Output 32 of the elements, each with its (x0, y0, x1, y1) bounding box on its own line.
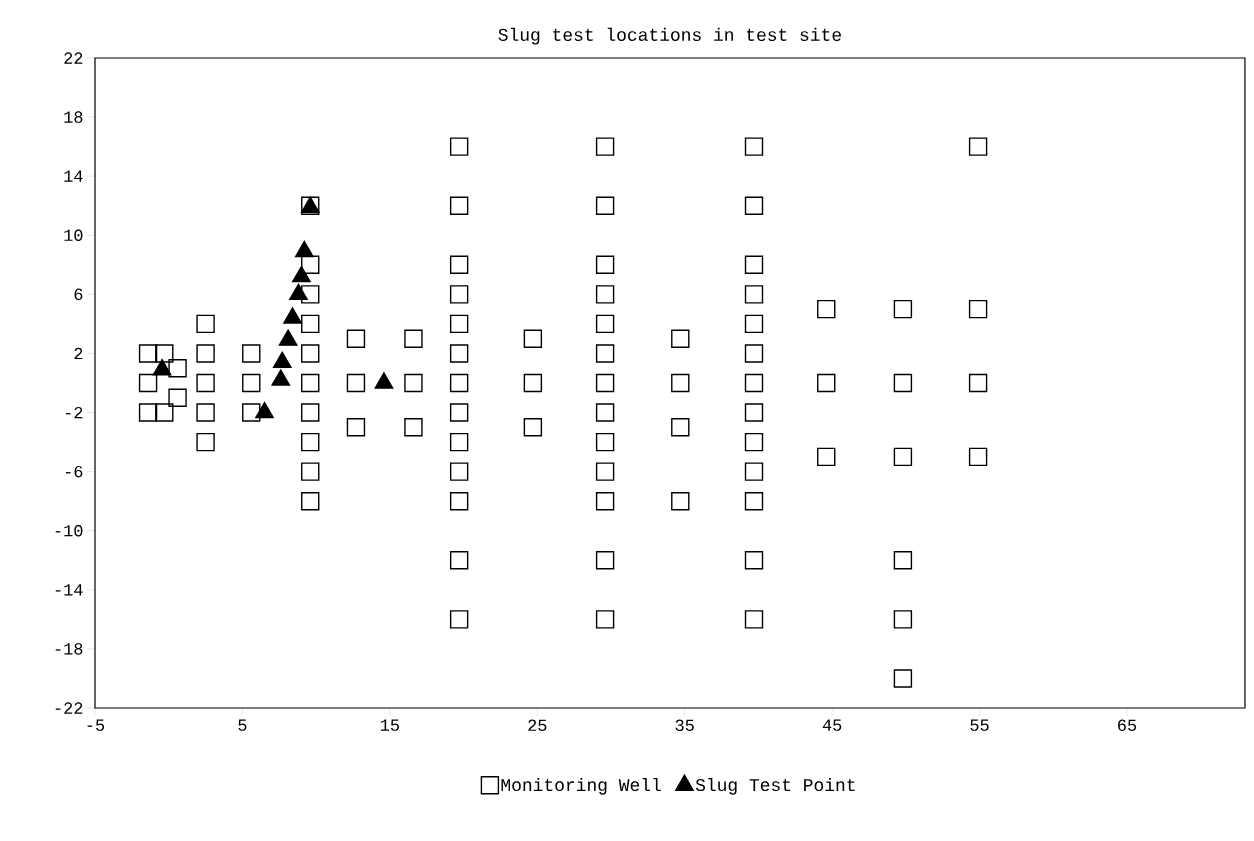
point (271, 369, 291, 386)
x-tick-label: 25 (528, 719, 547, 732)
x-tick-label: 55 (970, 719, 989, 731)
legend-label: Slug Test Point (695, 777, 855, 795)
chart-title: Slug test locations in test site (498, 27, 841, 45)
point (278, 329, 298, 346)
y-tick-label: 22 (64, 52, 83, 64)
x-tick-label: -5 (87, 719, 105, 731)
y-tick-label: -10 (55, 524, 83, 537)
y-tick-label: -14 (55, 584, 83, 596)
y-tick-label: -2 (65, 406, 83, 419)
point (283, 307, 302, 324)
x-tick-label: 65 (1118, 719, 1137, 732)
x-tick-label: 35 (675, 719, 694, 732)
y-tick-label: 6 (74, 288, 83, 301)
point (152, 359, 172, 376)
x-tick-label: 45 (822, 719, 842, 731)
point (255, 401, 274, 419)
y-tick-label: 18 (64, 111, 83, 123)
x-tick-label: 15 (380, 719, 399, 731)
y-tick-label: 2 (74, 347, 83, 360)
y-tick-label: -22 (55, 702, 83, 714)
x-tick-label: 5 (238, 719, 247, 731)
point (292, 265, 311, 283)
y-tick-label: 10 (64, 229, 83, 242)
legend-label: Monitoring Well (501, 777, 661, 795)
y-tick-label: -6 (65, 465, 83, 478)
point (272, 351, 292, 369)
point (374, 372, 394, 389)
y-tick-label: -18 (55, 643, 83, 655)
point (294, 240, 314, 258)
y-tick-label: 14 (64, 170, 83, 182)
